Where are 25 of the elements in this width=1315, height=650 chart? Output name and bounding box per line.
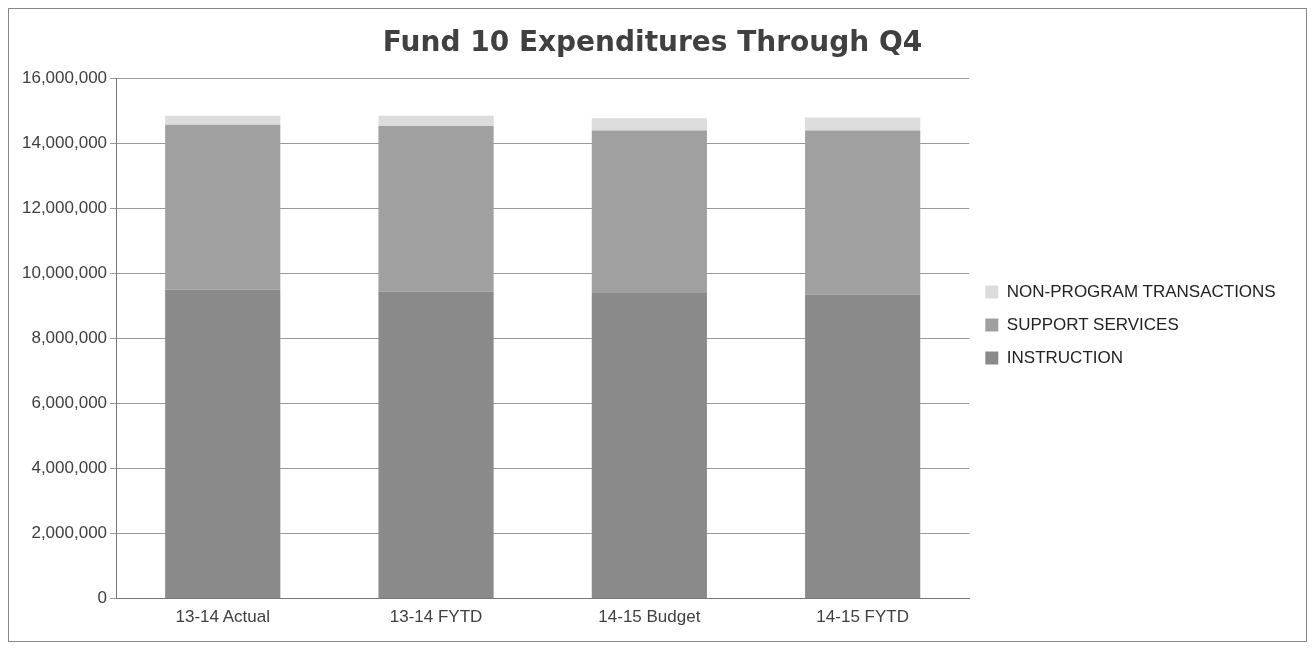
bar [378,291,494,599]
y-tick-label: 14,000,000 [21,133,108,153]
bar [378,115,494,127]
y-tick-label: 12,000,000 [21,198,108,218]
bar [591,118,707,131]
bar [805,294,921,599]
chart-title: Fund 10 Expenditures Through Q4 [382,25,923,59]
legend-label: NON-PROGRAM TRANSACTIONS [1006,281,1276,301]
x-tick-label: 14-15 Budget [598,607,701,627]
legend-label: SUPPORT SERVICES [1006,314,1179,334]
bar [165,289,281,599]
bar [165,115,281,125]
y-tick-label: 16,000,000 [21,68,108,88]
x-tick-label: 14-15 FYTD [816,607,909,627]
legend-label: INSTRUCTION [1006,347,1123,367]
y-tick-label: 4,000,000 [31,458,108,478]
y-tick-label: 8,000,000 [31,328,108,348]
bar [805,117,921,131]
y-tick-label: 6,000,000 [31,393,108,413]
y-tick-label: 0 [97,588,108,608]
y-tick-label: 2,000,000 [31,523,108,543]
bar [591,293,707,599]
x-tick-label: 13-14 FYTD [389,607,483,627]
y-tick-label: 10,000,000 [21,263,108,283]
x-tick-label: 13-14 Actual [175,607,270,627]
